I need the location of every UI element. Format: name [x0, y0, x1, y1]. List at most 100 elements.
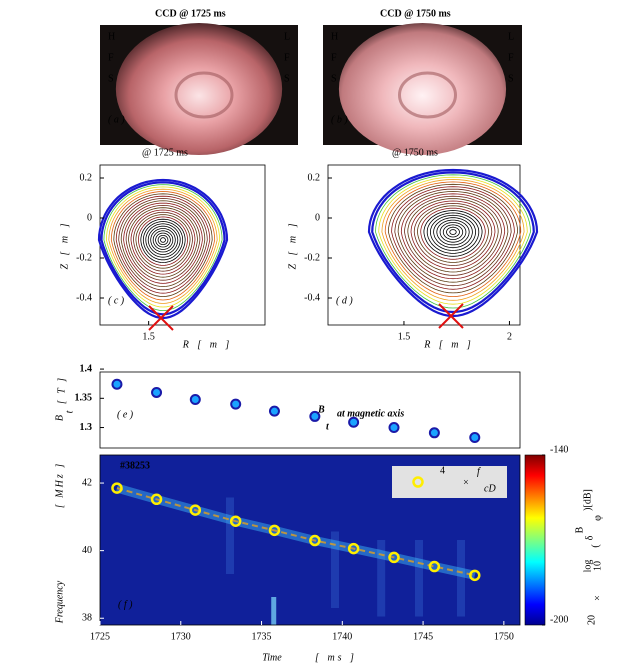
x-point [438, 303, 464, 329]
flux-surface [160, 237, 166, 243]
x-axis-label: R [ m ] [423, 339, 474, 350]
ccd-port [174, 71, 234, 119]
y-tick-label: 0.2 [80, 172, 93, 183]
flux-surface [155, 232, 171, 248]
flux-surface [103, 184, 223, 312]
spectrogram-noise [457, 540, 465, 617]
bt-point [428, 427, 440, 439]
y-tick-label: -0.4 [76, 292, 92, 303]
flux-surface [97, 178, 229, 320]
legend-symbol: f [477, 466, 481, 477]
flux-surface [105, 186, 221, 308]
colorbar-label: B [574, 526, 585, 533]
flux-surface [433, 217, 473, 249]
fcd-marker [347, 542, 360, 555]
fcd-marker [150, 493, 163, 506]
flux-surface [387, 183, 519, 294]
colorbar-label: × [592, 595, 603, 601]
flux-surface [375, 174, 531, 309]
y-tick-label: 1.4 [80, 363, 93, 374]
bt-point [309, 410, 321, 422]
y-tick-label: 42 [82, 477, 92, 488]
flux-surface [137, 216, 189, 266]
lfs-label: L [284, 31, 290, 42]
x-tick-label: 1735 [252, 631, 272, 642]
flux-surface [125, 204, 201, 281]
bt-point [348, 416, 360, 428]
mode-trace-core [116, 487, 476, 577]
bt-point [469, 431, 481, 443]
spectrogram-burst [271, 597, 277, 625]
flux-surface [133, 211, 193, 272]
y-tick-label: 0 [315, 212, 320, 223]
flux-surface [108, 188, 218, 304]
flux-surface [410, 200, 496, 270]
colorbar-label: δ [584, 535, 595, 540]
x-tick-label: 1750 [494, 631, 514, 642]
panel-label: ( b ) [331, 114, 348, 125]
colorbar-label: log [582, 560, 593, 573]
hfs-label: F [108, 52, 114, 63]
flux-surface [423, 210, 483, 257]
flux-surface [142, 221, 184, 261]
flux-surface [123, 202, 203, 284]
fcd-marker [268, 524, 281, 537]
colorbar-label: )[dB] [582, 489, 593, 511]
legend-sub: cD [484, 483, 496, 494]
spectrogram-noise [331, 531, 339, 608]
legend-factor: 4 [440, 465, 445, 476]
lfs-label: F [284, 52, 290, 63]
flux-surface [157, 235, 169, 245]
annotation-sub: t [326, 421, 330, 432]
colorbar-label: φ [592, 515, 603, 521]
bt-point [268, 405, 280, 417]
flux-surface [115, 195, 211, 294]
image-title: CCD @ 1725 ms [155, 8, 226, 19]
panel-label: ( c ) [108, 295, 125, 306]
bt-point [151, 386, 163, 398]
x-axis-label: Time [262, 652, 282, 663]
flux-surface [378, 176, 528, 305]
plot-frame [99, 454, 521, 626]
panel-label: ( f ) [118, 599, 133, 610]
flux-surface [128, 207, 198, 278]
lfs-label: L [508, 31, 514, 42]
y-tick-label: -0.2 [304, 252, 320, 263]
flux-surface [449, 229, 457, 235]
flux-surface [150, 228, 176, 253]
y-tick-label: 1.3 [80, 422, 93, 433]
x-axis-label: R [ m ] [182, 339, 233, 350]
flux-surface [407, 198, 499, 273]
fcd-marker [469, 569, 481, 582]
legend-times: × [463, 477, 469, 488]
flux-surface [400, 193, 506, 280]
flux-surface [394, 188, 512, 287]
ccd-port [398, 71, 457, 119]
flux-surface [145, 223, 181, 258]
colorbar [524, 454, 546, 626]
fcd-marker [388, 551, 400, 564]
flux-surface [135, 214, 191, 269]
flux-surface [120, 200, 206, 288]
flux-surface [140, 218, 186, 264]
y-tick-label: 0 [87, 212, 92, 223]
colorbar-tick-label: -200 [550, 614, 568, 625]
x-tick-label: 1.5 [142, 331, 155, 342]
fcd-marker [428, 560, 441, 573]
flux-surface [384, 181, 522, 298]
image-caption: @ 1750 ms [392, 147, 438, 158]
legend-box [392, 466, 507, 498]
colorbar-tick-label: -140 [550, 444, 568, 455]
ccd-image [115, 23, 283, 155]
flux-surface [417, 205, 489, 263]
hfs-label: H [108, 31, 115, 42]
fcd-marker [229, 515, 242, 527]
y-axis-unit: [ MHz ] [54, 462, 65, 508]
y-axis-unit: [ T ] [56, 376, 67, 404]
flux-surface [113, 193, 213, 297]
y-tick-label: 40 [82, 545, 92, 556]
lfs-label: F [508, 52, 514, 63]
flux-surface [446, 226, 460, 238]
image-title: CCD @ 1750 ms [380, 8, 451, 19]
